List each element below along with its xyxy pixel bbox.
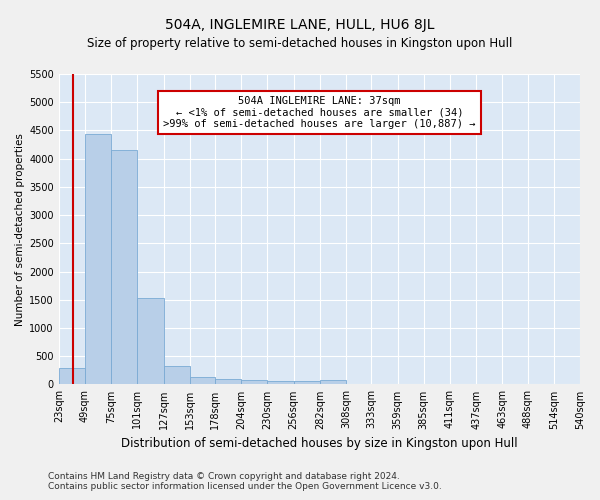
Bar [59,368,85,384]
Bar [268,381,293,384]
Bar [137,298,164,384]
Text: Contains public sector information licensed under the Open Government Licence v3: Contains public sector information licen… [48,482,442,491]
X-axis label: Distribution of semi-detached houses by size in Kingston upon Hull: Distribution of semi-detached houses by … [121,437,518,450]
Bar [241,380,268,384]
Bar [190,377,215,384]
Text: 504A, INGLEMIRE LANE, HULL, HU6 8JL: 504A, INGLEMIRE LANE, HULL, HU6 8JL [165,18,435,32]
Y-axis label: Number of semi-detached properties: Number of semi-detached properties [15,133,25,326]
Bar [293,381,320,384]
Bar [320,380,346,384]
Text: Contains HM Land Registry data © Crown copyright and database right 2024.: Contains HM Land Registry data © Crown c… [48,472,400,481]
Bar [215,380,241,384]
Bar [111,150,137,384]
Bar [85,134,111,384]
Text: 504A INGLEMIRE LANE: 37sqm
← <1% of semi-detached houses are smaller (34)
>99% o: 504A INGLEMIRE LANE: 37sqm ← <1% of semi… [163,96,476,129]
Text: Size of property relative to semi-detached houses in Kingston upon Hull: Size of property relative to semi-detach… [88,38,512,51]
Bar [164,366,190,384]
